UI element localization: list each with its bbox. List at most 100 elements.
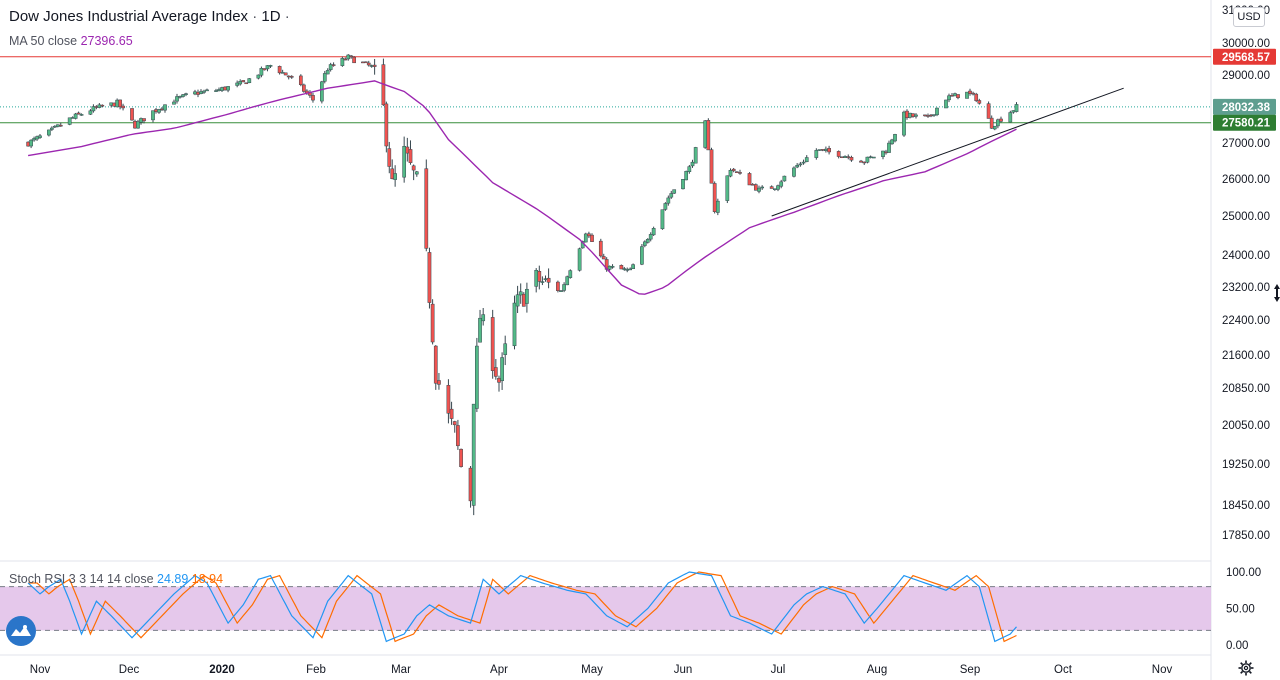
price-tick-label: 19250.00: [1222, 459, 1270, 471]
candle-down: [408, 149, 413, 163]
candle-up: [577, 248, 582, 271]
candle-up: [947, 95, 951, 101]
stoch-legend[interactable]: Stoch RSI 3 3 14 14 close 24.89 18.94: [9, 572, 223, 586]
candle-up: [328, 64, 333, 70]
candle-up: [953, 93, 957, 97]
candle-up: [540, 281, 545, 283]
candle-down: [160, 108, 164, 111]
candle-up: [67, 117, 72, 125]
candle-down: [929, 114, 933, 117]
candle-down: [497, 377, 501, 383]
trend-line[interactable]: [771, 87, 1124, 217]
candle-down: [456, 425, 460, 447]
price-tick-label: 25000.00: [1222, 211, 1270, 223]
last-price-label-box: [1213, 98, 1276, 115]
price-tick-label: 18450.00: [1222, 500, 1270, 512]
candle-up: [902, 111, 906, 136]
stoch-d-line[interactable]: [28, 571, 1017, 643]
candle-up: [543, 278, 548, 280]
ma50-line[interactable]: [27, 80, 1017, 295]
candle-down: [971, 92, 975, 95]
ma-label: MA 50 close: [9, 34, 78, 48]
candle-down: [289, 76, 294, 78]
symbol-name[interactable]: Dow Jones Industrial Average Index: [9, 8, 249, 25]
candle-up: [610, 266, 615, 268]
candle-up: [280, 72, 285, 74]
time-tick-label: Dec: [119, 664, 140, 676]
stoch-k-line[interactable]: [27, 571, 1017, 643]
last-price-label: 28032.38: [1222, 102, 1271, 114]
candle-down: [154, 109, 158, 112]
candle-down: [709, 149, 714, 184]
stoch-tick-label: 0.00: [1226, 640, 1248, 652]
candle-down: [286, 75, 291, 78]
candle-up: [172, 101, 176, 105]
candle-up: [666, 197, 671, 204]
candle-up: [782, 175, 787, 182]
candle-up: [687, 166, 692, 172]
candle-down: [836, 151, 841, 157]
candle-down: [968, 90, 972, 94]
candle-up: [760, 186, 765, 189]
ma-value: 27396.65: [80, 34, 133, 48]
candle-up: [868, 156, 873, 158]
candle-down: [437, 380, 441, 385]
candle-down: [587, 233, 591, 237]
candle-down: [950, 94, 954, 97]
candle-down: [846, 156, 851, 158]
candle-up: [944, 99, 948, 109]
candle-up: [935, 107, 939, 116]
candle-up: [871, 156, 876, 159]
candle-up: [503, 343, 508, 355]
candle-down: [430, 303, 435, 343]
candle-up: [512, 302, 517, 347]
candle-up: [475, 345, 479, 409]
candle-up: [693, 147, 698, 164]
candle-up: [184, 93, 188, 95]
time-tick-label: Jun: [674, 664, 693, 676]
candle-down: [449, 408, 454, 419]
candle-up: [471, 403, 476, 506]
candle-down: [731, 168, 736, 172]
candle-up: [965, 91, 969, 99]
price-scale-drag-icon[interactable]: [1273, 283, 1280, 303]
candle-down: [142, 118, 146, 122]
time-tick-label: Mar: [391, 664, 411, 676]
candle-down: [302, 84, 306, 92]
candle-up: [193, 91, 197, 95]
price-tick-label: 27000.00: [1222, 138, 1270, 150]
candle-down: [619, 265, 624, 270]
support-price-label-box: [1213, 114, 1276, 131]
interval-label[interactable]: 1D: [261, 8, 281, 25]
price-tick-label: 24000.00: [1222, 250, 1270, 262]
candle-down: [283, 72, 288, 76]
candle-down: [262, 68, 267, 71]
candle-up: [628, 268, 633, 271]
candle-down: [769, 186, 774, 189]
candle-up: [259, 68, 264, 76]
ma-legend[interactable]: MA 50 close 27396.65: [9, 34, 133, 48]
candle-up: [515, 294, 520, 307]
candle-down: [58, 124, 63, 127]
chart-title[interactable]: Dow Jones Industrial Average Index · 1D …: [9, 8, 290, 25]
candle-up: [932, 114, 936, 116]
candle-up: [728, 170, 733, 177]
candle-up: [29, 139, 33, 147]
gear-icon[interactable]: [1238, 660, 1254, 676]
candle-down: [820, 149, 825, 151]
candle-down: [405, 146, 410, 154]
price-tick-label: 29000.00: [1222, 70, 1270, 82]
candle-up: [824, 148, 828, 152]
candle-down: [556, 281, 560, 291]
candle-down: [196, 91, 200, 95]
time-tick-label: Oct: [1054, 664, 1073, 676]
candle-up: [607, 265, 612, 270]
title-separator: ·: [252, 8, 258, 25]
price-tick-label: 20050.00: [1222, 420, 1270, 432]
candle-down: [734, 171, 739, 173]
currency-button[interactable]: USD: [1233, 7, 1265, 27]
candle-up: [320, 81, 324, 102]
tradingview-logo-icon[interactable]: [6, 616, 36, 646]
